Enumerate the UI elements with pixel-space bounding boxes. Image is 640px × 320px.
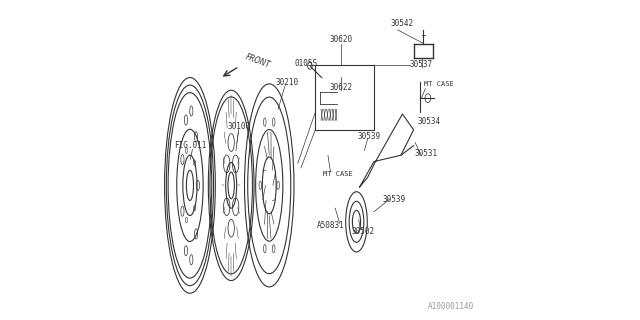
Text: 30502: 30502 — [351, 227, 374, 236]
Text: 30620: 30620 — [329, 35, 352, 44]
Text: 30531: 30531 — [415, 149, 438, 158]
Bar — [316, 65, 374, 130]
Text: 30622: 30622 — [329, 83, 352, 92]
Text: A100001140: A100001140 — [428, 302, 474, 311]
Text: 30100: 30100 — [228, 122, 251, 131]
Text: MT CASE: MT CASE — [424, 81, 454, 87]
Text: 30210: 30210 — [275, 78, 298, 87]
Text: MT CASE: MT CASE — [323, 171, 353, 177]
Text: 0105S: 0105S — [294, 59, 317, 68]
Text: 30534: 30534 — [418, 117, 441, 126]
Text: 30539: 30539 — [358, 132, 381, 141]
Text: A50831: A50831 — [317, 220, 345, 229]
Text: 30537: 30537 — [410, 60, 433, 69]
Text: FRONT: FRONT — [244, 53, 272, 70]
Text: 30542: 30542 — [391, 19, 414, 28]
Text: FIG.011: FIG.011 — [173, 141, 206, 150]
Text: 30539: 30539 — [383, 195, 406, 204]
